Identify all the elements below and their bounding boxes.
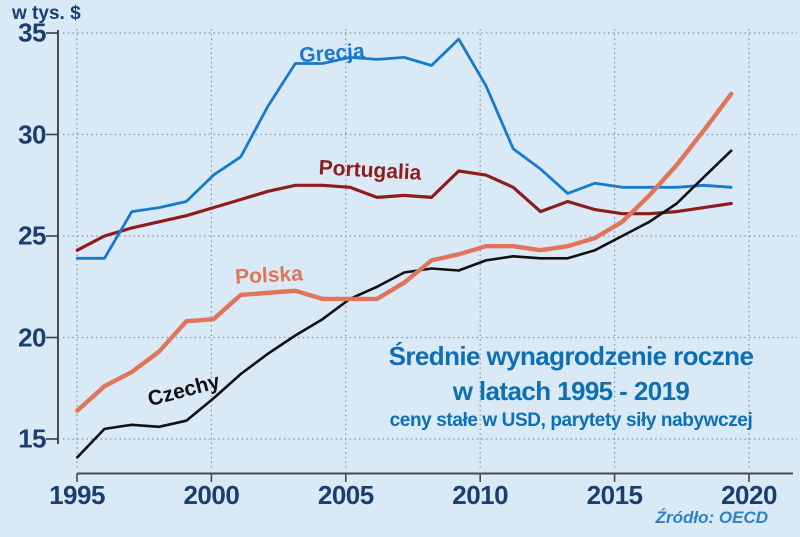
chart-title: Średnie wynagrodzenie roczne w latach 19… xyxy=(350,339,792,432)
chart-title-line-2: w latach 1995 - 2019 xyxy=(452,376,690,406)
x-tick-label: 2005 xyxy=(317,480,374,510)
series-label-grecja: Grecja xyxy=(298,39,366,68)
line-portugalia xyxy=(75,169,733,252)
x-tick-label: 2015 xyxy=(586,480,643,510)
x-tick-label: 1995 xyxy=(49,480,105,510)
line-czechy xyxy=(76,149,733,459)
y-tick-label: 25 xyxy=(18,220,46,251)
y-tick-label: 30 xyxy=(18,119,46,149)
line-grecja xyxy=(75,37,733,260)
chart-subtitle: ceny stałe w USD, parytety siły nabywcze… xyxy=(389,410,753,431)
x-tick-label: 2010 xyxy=(452,480,509,510)
y-tick-label: 35 xyxy=(18,17,46,48)
source-note: Źródło: OECD xyxy=(655,508,768,527)
y-tick-label: 15 xyxy=(18,423,46,454)
chart-title-line-1: Średnie wynagrodzenie roczne xyxy=(388,341,754,371)
x-tick-label: 2000 xyxy=(183,480,240,510)
y-tick-label: 20 xyxy=(18,322,46,352)
y-axis-title: w tys. $ xyxy=(12,3,81,24)
line-polska xyxy=(75,91,734,413)
series-label-polska: Polska xyxy=(234,262,304,289)
x-tick-label: 2020 xyxy=(721,480,777,510)
